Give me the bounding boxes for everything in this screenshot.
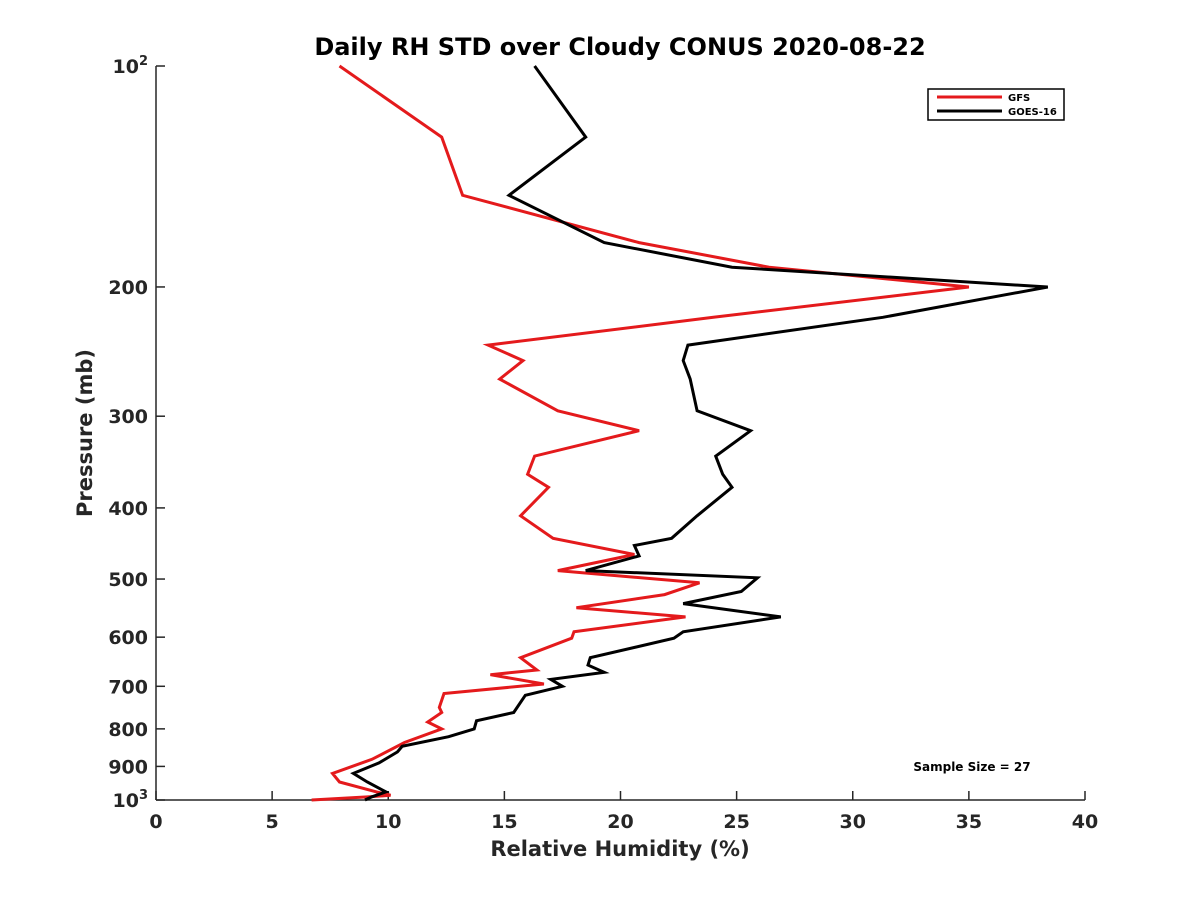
series-line-goes-16 — [350, 65, 1049, 802]
x-axis-label: Relative Humidity (%) — [490, 837, 749, 861]
chart-title: Daily RH STD over Cloudy CONUS 2020-08-2… — [314, 33, 925, 61]
sample-size-annotation: Sample Size = 27 — [913, 760, 1030, 774]
y-tick-label: 900 — [108, 756, 148, 778]
legend-box — [927, 88, 1065, 121]
legend: GFS GOES-16 — [927, 88, 1065, 121]
y-tick-label: 102 — [113, 54, 149, 78]
y-tick-label: 200 — [108, 277, 148, 299]
y-tick-label: 103 — [113, 788, 149, 812]
y-axis-label: Pressure (mb) — [73, 349, 97, 517]
axes: 0 5 10 15 20 25 30 35 40 102 200 300 400 500 600 700 800… — [108, 54, 1098, 833]
x-tick-label: 5 — [266, 811, 279, 833]
series-layer — [311, 64, 1049, 802]
legend-label: GOES-16 — [1008, 107, 1057, 118]
legend-label: GFS — [1008, 93, 1030, 104]
y-tick-label: 700 — [108, 676, 148, 698]
x-tick-label: 15 — [491, 811, 517, 833]
y-tick-label: 300 — [108, 406, 148, 428]
y-tick-label: 400 — [108, 498, 148, 520]
y-tick-label: 500 — [108, 569, 148, 591]
x-tick-label: 20 — [607, 811, 633, 833]
series-line-gfs — [311, 64, 970, 802]
x-tick-label: 0 — [149, 811, 162, 833]
x-tick-label: 10 — [375, 811, 401, 833]
x-tick-label: 35 — [956, 811, 982, 833]
x-tick-label: 40 — [1072, 811, 1098, 833]
y-tick-label: 800 — [108, 719, 148, 741]
x-tick-label: 25 — [723, 811, 749, 833]
y-tick-label: 600 — [108, 627, 148, 649]
x-tick-label: 30 — [840, 811, 866, 833]
